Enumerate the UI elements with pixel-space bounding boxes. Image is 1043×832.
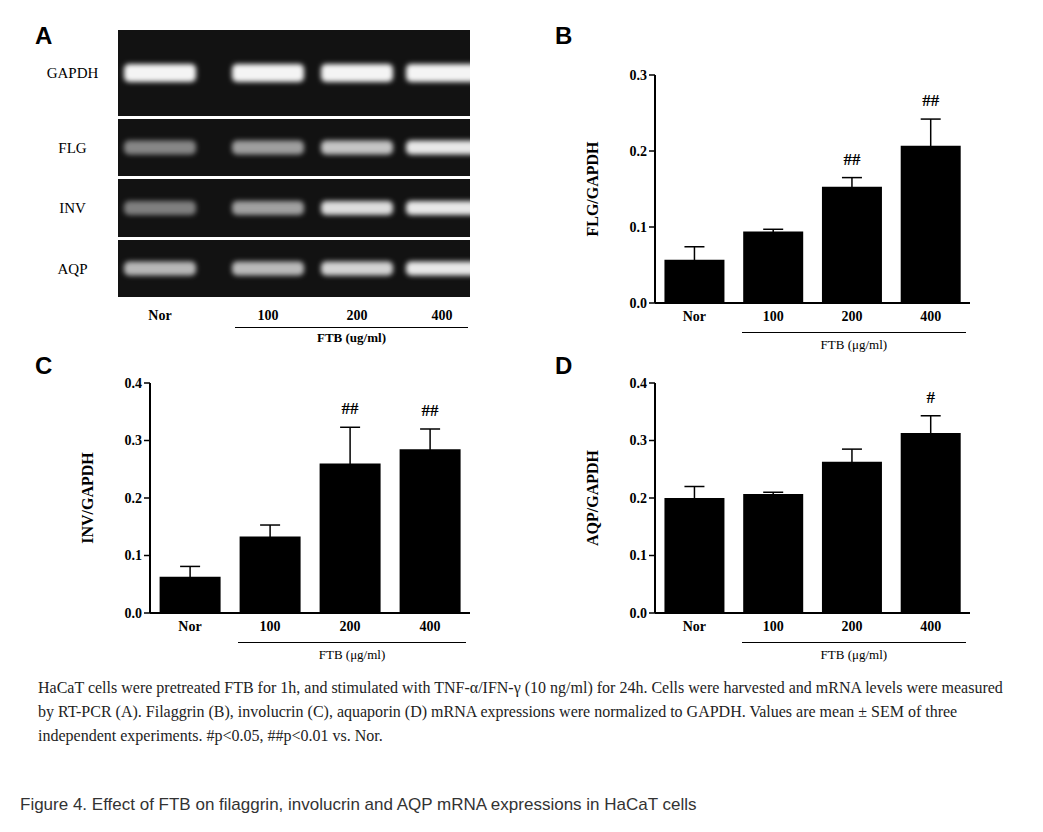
svg-text:0.2: 0.2 [125, 491, 143, 506]
svg-text:0.0: 0.0 [630, 296, 648, 311]
svg-text:Nor: Nor [178, 619, 201, 634]
html-text:Nor: Nor [148, 308, 172, 323]
svg-text:0.3: 0.3 [630, 68, 648, 83]
html-text:400: 400 [431, 308, 453, 323]
html-text:FTB (ug/ml): FTB (ug/ml) [317, 330, 386, 345]
svg-text:0.1: 0.1 [125, 548, 143, 563]
svg-text:100: 100 [260, 619, 281, 634]
html-text:Figure 4. Effect of FTB on fil: Figure 4. Effect of FTB on filaggrin, in… [20, 795, 697, 814]
svg-text:0.4: 0.4 [125, 376, 143, 391]
html-text:FLG: FLG [58, 139, 87, 155]
html-text:B: B [555, 22, 573, 49]
html-text:D: D [555, 352, 573, 379]
svg-text:0.0: 0.0 [630, 606, 648, 621]
html-text:200: 200 [346, 308, 368, 323]
svg-text:100: 100 [763, 309, 784, 324]
svg-text:0.3: 0.3 [630, 433, 648, 448]
svg-text:0.2: 0.2 [630, 491, 648, 506]
html-text:GAPDH: GAPDH [46, 64, 99, 81]
svg-text:200: 200 [841, 619, 862, 634]
svg-text:0.4: 0.4 [630, 376, 648, 391]
svg-text:0.0: 0.0 [125, 606, 143, 621]
svg-text:0.1: 0.1 [630, 220, 648, 235]
svg-text:100: 100 [763, 619, 784, 634]
svg-text:Nor: Nor [683, 619, 706, 634]
svg-text:200: 200 [841, 309, 862, 324]
html-text:FTB (μg/ml): FTB (μg/ml) [318, 647, 386, 662]
svg-text:400: 400 [920, 309, 941, 324]
svg-text:400: 400 [420, 619, 441, 634]
html-text:A: A [35, 22, 53, 49]
html-text:AQP/GAPDH: AQP/GAPDH [584, 450, 601, 546]
html-text:C: C [35, 352, 53, 379]
html-text:HaCaT cells were pretreated FT: HaCaT cells were pretreated FTB for 1h, … [38, 679, 1003, 744]
svg-text:400: 400 [920, 619, 941, 634]
html-text:100: 100 [257, 308, 279, 323]
svg-text:200: 200 [340, 619, 361, 634]
svg-text:0.2: 0.2 [630, 144, 648, 159]
html-text:FLG/GAPDH: FLG/GAPDH [584, 141, 601, 237]
svg-text:0.3: 0.3 [125, 433, 143, 448]
html-text:FTB (μg/ml): FTB (μg/ml) [820, 337, 888, 352]
html-text:INV/GAPDH: INV/GAPDH [79, 452, 96, 544]
svg-text:Nor: Nor [683, 309, 706, 324]
html-text:INV: INV [59, 199, 86, 216]
html-text:AQP: AQP [57, 260, 88, 276]
html-text:FTB (μg/ml): FTB (μg/ml) [820, 647, 888, 662]
svg-text:0.1: 0.1 [630, 548, 648, 563]
